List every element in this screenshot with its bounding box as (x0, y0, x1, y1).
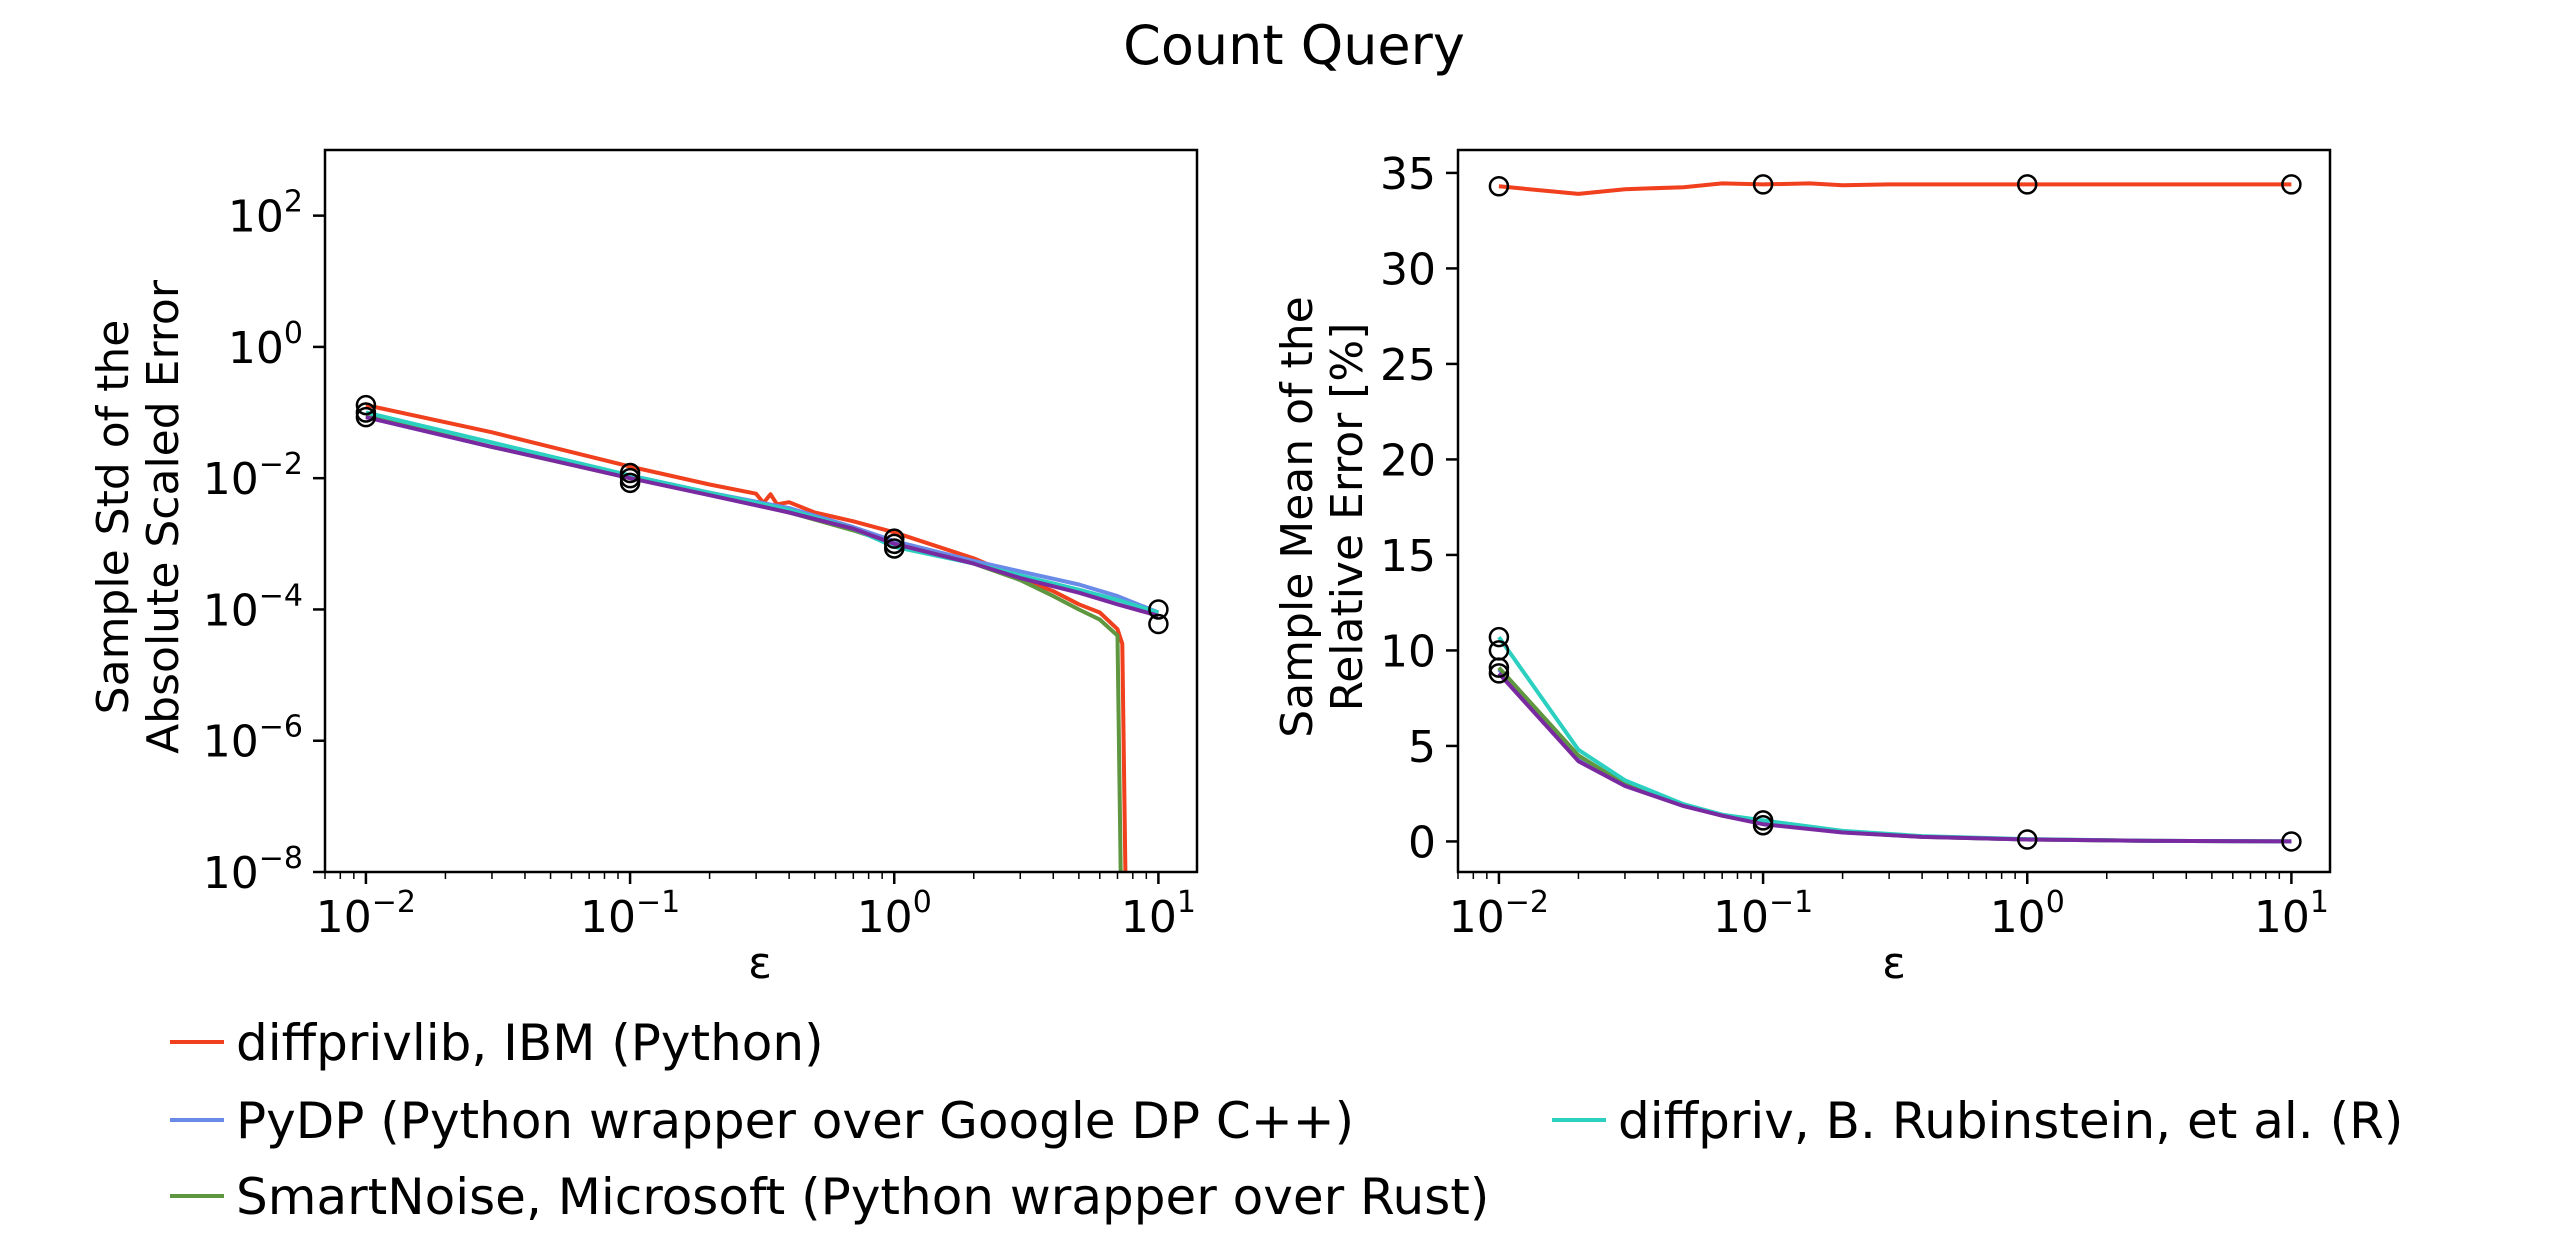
series-line-pydp (1497, 668, 2292, 844)
data-point-marker (883, 538, 905, 559)
y-axis-label-line1: Sample Mean of the (1272, 296, 1323, 737)
data-point-marker (1488, 657, 1510, 678)
data-point-marker (1488, 176, 1510, 197)
plot-markers-left (355, 394, 1169, 635)
y-tick-label: 15 (1380, 531, 1436, 582)
y-tick-label: 5 (1408, 722, 1436, 773)
data-point-marker (1752, 814, 1774, 836)
y-tick-label: 20 (1380, 435, 1436, 486)
y-ticks-left: 10−8 10−6 10−4 10−2 100 102 (203, 185, 325, 899)
x-tick-label: 10−2 (1449, 885, 1549, 943)
legend: diffprivlib, IBM (Python) PyDP (Python w… (170, 1014, 2403, 1226)
x-ticks-left: 10−2 10−1 100 101 (316, 872, 1196, 943)
x-tick-label: 10−1 (1713, 885, 1813, 943)
data-point-marker (2016, 174, 2038, 195)
data-point-marker (355, 406, 377, 428)
data-point-marker (1148, 599, 1169, 620)
legend-entry-ibm: diffprivlib, IBM (Python) (170, 1014, 824, 1072)
data-point-marker (2016, 829, 2038, 850)
x-axis-label: ε (748, 938, 772, 989)
x-tick-label: 101 (2254, 885, 2329, 943)
plot-frame-right (1456, 148, 2332, 874)
y-ticks-right: 0 5 10 15 20 25 30 35 (1380, 149, 1458, 868)
y-axis-label-line1: Sample Std of the (88, 320, 139, 715)
series-line-smartnoise (365, 413, 1123, 873)
x-tick-label: 101 (1121, 885, 1196, 943)
figure-title: Count Query (1123, 14, 1465, 77)
y-tick-label: 30 (1380, 244, 1436, 295)
data-point-marker (1488, 663, 1510, 684)
data-point-marker (355, 394, 377, 416)
legend-label-pydp: PyDP (Python wrapper over Google DP C++) (236, 1092, 1354, 1150)
x-tick-label: 100 (857, 885, 932, 943)
x-tick-label: 10−1 (580, 885, 680, 943)
plot-series-right (1497, 181, 2292, 844)
series-line-ibm (365, 403, 1128, 873)
y-tick-label: 0 (1408, 817, 1436, 868)
x-tick-label: 10−2 (316, 885, 416, 943)
series-line-diffpriv (1497, 635, 2292, 844)
legend-entry-diffpriv: diffpriv, B. Rubinstein, et al. (R) (1552, 1092, 2403, 1150)
legend-label-diffpriv: diffpriv, B. Rubinstein, et al. (R) (1618, 1092, 2403, 1150)
x-ticks-right: 10−2 10−1 100 101 (1449, 872, 2329, 943)
data-point-marker (1488, 626, 1510, 648)
y-tick-label: 10−4 (203, 578, 303, 636)
data-point-marker (1148, 613, 1169, 635)
chart-std-error: Sample Std of the Absolute Scaled Error … (88, 148, 1199, 989)
data-point-marker (2281, 174, 2302, 195)
data-point-marker (1752, 174, 1774, 195)
series-line-purple (1497, 672, 2292, 844)
series-line-ibm (1498, 181, 2292, 196)
data-point-marker (619, 472, 641, 494)
plot-frame-left (323, 148, 1199, 874)
plot-markers-right (1488, 174, 2302, 852)
chart-mean-relative-error: Sample Mean of the Relative Error [%] ε … (1272, 148, 2332, 989)
legend-label-smartnoise: SmartNoise, Microsoft (Python wrapper ov… (236, 1168, 1489, 1226)
y-tick-label: 35 (1380, 149, 1436, 200)
data-point-marker (619, 462, 641, 484)
data-point-marker (883, 528, 905, 549)
y-tick-label: 102 (228, 185, 303, 243)
data-point-marker (1488, 640, 1510, 661)
data-point-marker (2281, 831, 2302, 852)
x-axis-label: ε (1882, 938, 1906, 989)
x-tick-label: 100 (1990, 885, 2065, 943)
legend-entry-smartnoise: SmartNoise, Microsoft (Python wrapper ov… (170, 1168, 1489, 1226)
legend-label-ibm: diffprivlib, IBM (Python) (236, 1014, 824, 1072)
y-tick-label: 25 (1380, 340, 1436, 391)
y-axis-label-line2: Relative Error [%] (1322, 323, 1373, 712)
y-tick-label: 10−2 (203, 447, 303, 505)
y-axis-label-line2: Absolute Scaled Error (138, 279, 189, 754)
legend-entry-pydp: PyDP (Python wrapper over Google DP C++) (170, 1092, 1354, 1150)
y-tick-label: 10 (1380, 626, 1436, 677)
y-tick-label: 100 (228, 316, 303, 374)
series-line-smartnoise (1497, 666, 2292, 844)
y-tick-label: 10−8 (203, 841, 303, 899)
plot-series-left (365, 403, 1160, 873)
series-line-purple (365, 415, 1159, 618)
y-tick-label: 10−6 (203, 710, 303, 768)
